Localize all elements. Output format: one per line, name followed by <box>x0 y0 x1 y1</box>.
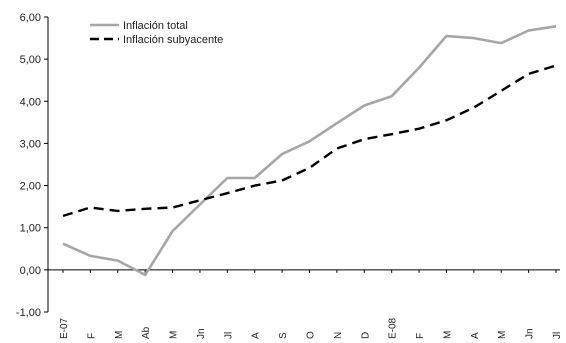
x-tick-label: Ab <box>141 326 152 339</box>
series-layer <box>62 25 557 277</box>
x-tick-label: M <box>114 331 125 339</box>
data-point <box>62 215 64 217</box>
data-point <box>418 128 420 130</box>
x-tick-label: Jn <box>196 328 207 339</box>
data-point <box>391 95 393 97</box>
data-point <box>254 185 256 187</box>
data-point <box>281 153 283 155</box>
y-tick-label: 2,00 <box>20 181 41 193</box>
data-point <box>555 25 557 27</box>
data-point <box>418 67 420 69</box>
y-tick-label: 0,00 <box>20 265 41 277</box>
x-tick-label: E-08 <box>388 317 399 339</box>
data-point <box>528 73 530 75</box>
data-point <box>500 90 502 92</box>
x-tick-label: F <box>86 333 97 339</box>
y-tick-label: 4,00 <box>20 96 41 108</box>
data-point <box>363 105 365 107</box>
data-point <box>309 167 311 169</box>
data-point <box>254 177 256 179</box>
data-point <box>528 29 530 31</box>
data-point <box>144 208 146 210</box>
legend: Inflación total Inflación subyacente <box>90 20 223 46</box>
x-tick-label: M <box>169 331 180 339</box>
data-point <box>226 192 228 194</box>
x-tick-label: E-07 <box>59 317 70 339</box>
x-tick-label: O <box>306 331 317 339</box>
data-point <box>336 147 338 149</box>
y-tick-label: 1,00 <box>20 223 41 235</box>
data-point <box>445 35 447 37</box>
x-tick-label: A <box>251 332 262 339</box>
data-point <box>172 206 174 208</box>
data-point <box>199 204 201 206</box>
y-axis: -1,00 0,00 1,00 2,00 3,00 4,00 5,00 6,00 <box>16 12 49 319</box>
x-tick-label: M <box>442 331 453 339</box>
data-point <box>336 122 338 124</box>
data-point <box>555 64 557 66</box>
legend-label: Inflación subyacente <box>123 34 223 46</box>
data-point <box>199 199 201 201</box>
data-point <box>363 138 365 140</box>
data-point <box>473 37 475 39</box>
x-axis: E-07 F M Ab M Jn Jl A S O N D E-08 F M A M Jn Jl <box>59 269 563 339</box>
data-point <box>172 230 174 232</box>
x-tick-label: Jl <box>223 332 234 339</box>
data-point <box>89 206 91 208</box>
x-tick-label: Jn <box>525 328 536 339</box>
legend-label: Inflación total <box>123 20 188 32</box>
series-line-inflacion-subyacente <box>62 64 557 218</box>
data-point <box>500 42 502 44</box>
y-tick-label: 5,00 <box>20 54 41 66</box>
data-point <box>473 107 475 109</box>
x-tick-label: A <box>470 332 481 339</box>
x-tick-label: N <box>333 332 344 339</box>
data-point <box>445 119 447 121</box>
x-tick-label: Jl <box>552 332 563 339</box>
x-tick-label: F <box>415 333 426 339</box>
data-point <box>144 274 146 276</box>
data-point <box>281 180 283 182</box>
y-tick-label: 3,00 <box>20 138 41 150</box>
y-tick-label: -1,00 <box>16 307 41 319</box>
data-point <box>117 210 119 212</box>
series-line-inflacion-total <box>62 25 557 277</box>
data-point <box>89 255 91 257</box>
x-tick-label: D <box>360 332 371 339</box>
data-point <box>117 260 119 262</box>
x-tick-label: S <box>278 332 289 339</box>
data-point <box>391 133 393 135</box>
data-point <box>309 140 311 142</box>
x-tick-label: M <box>497 331 508 339</box>
data-point <box>62 243 64 245</box>
data-point <box>226 177 228 179</box>
y-tick-label: 6,00 <box>20 12 41 24</box>
